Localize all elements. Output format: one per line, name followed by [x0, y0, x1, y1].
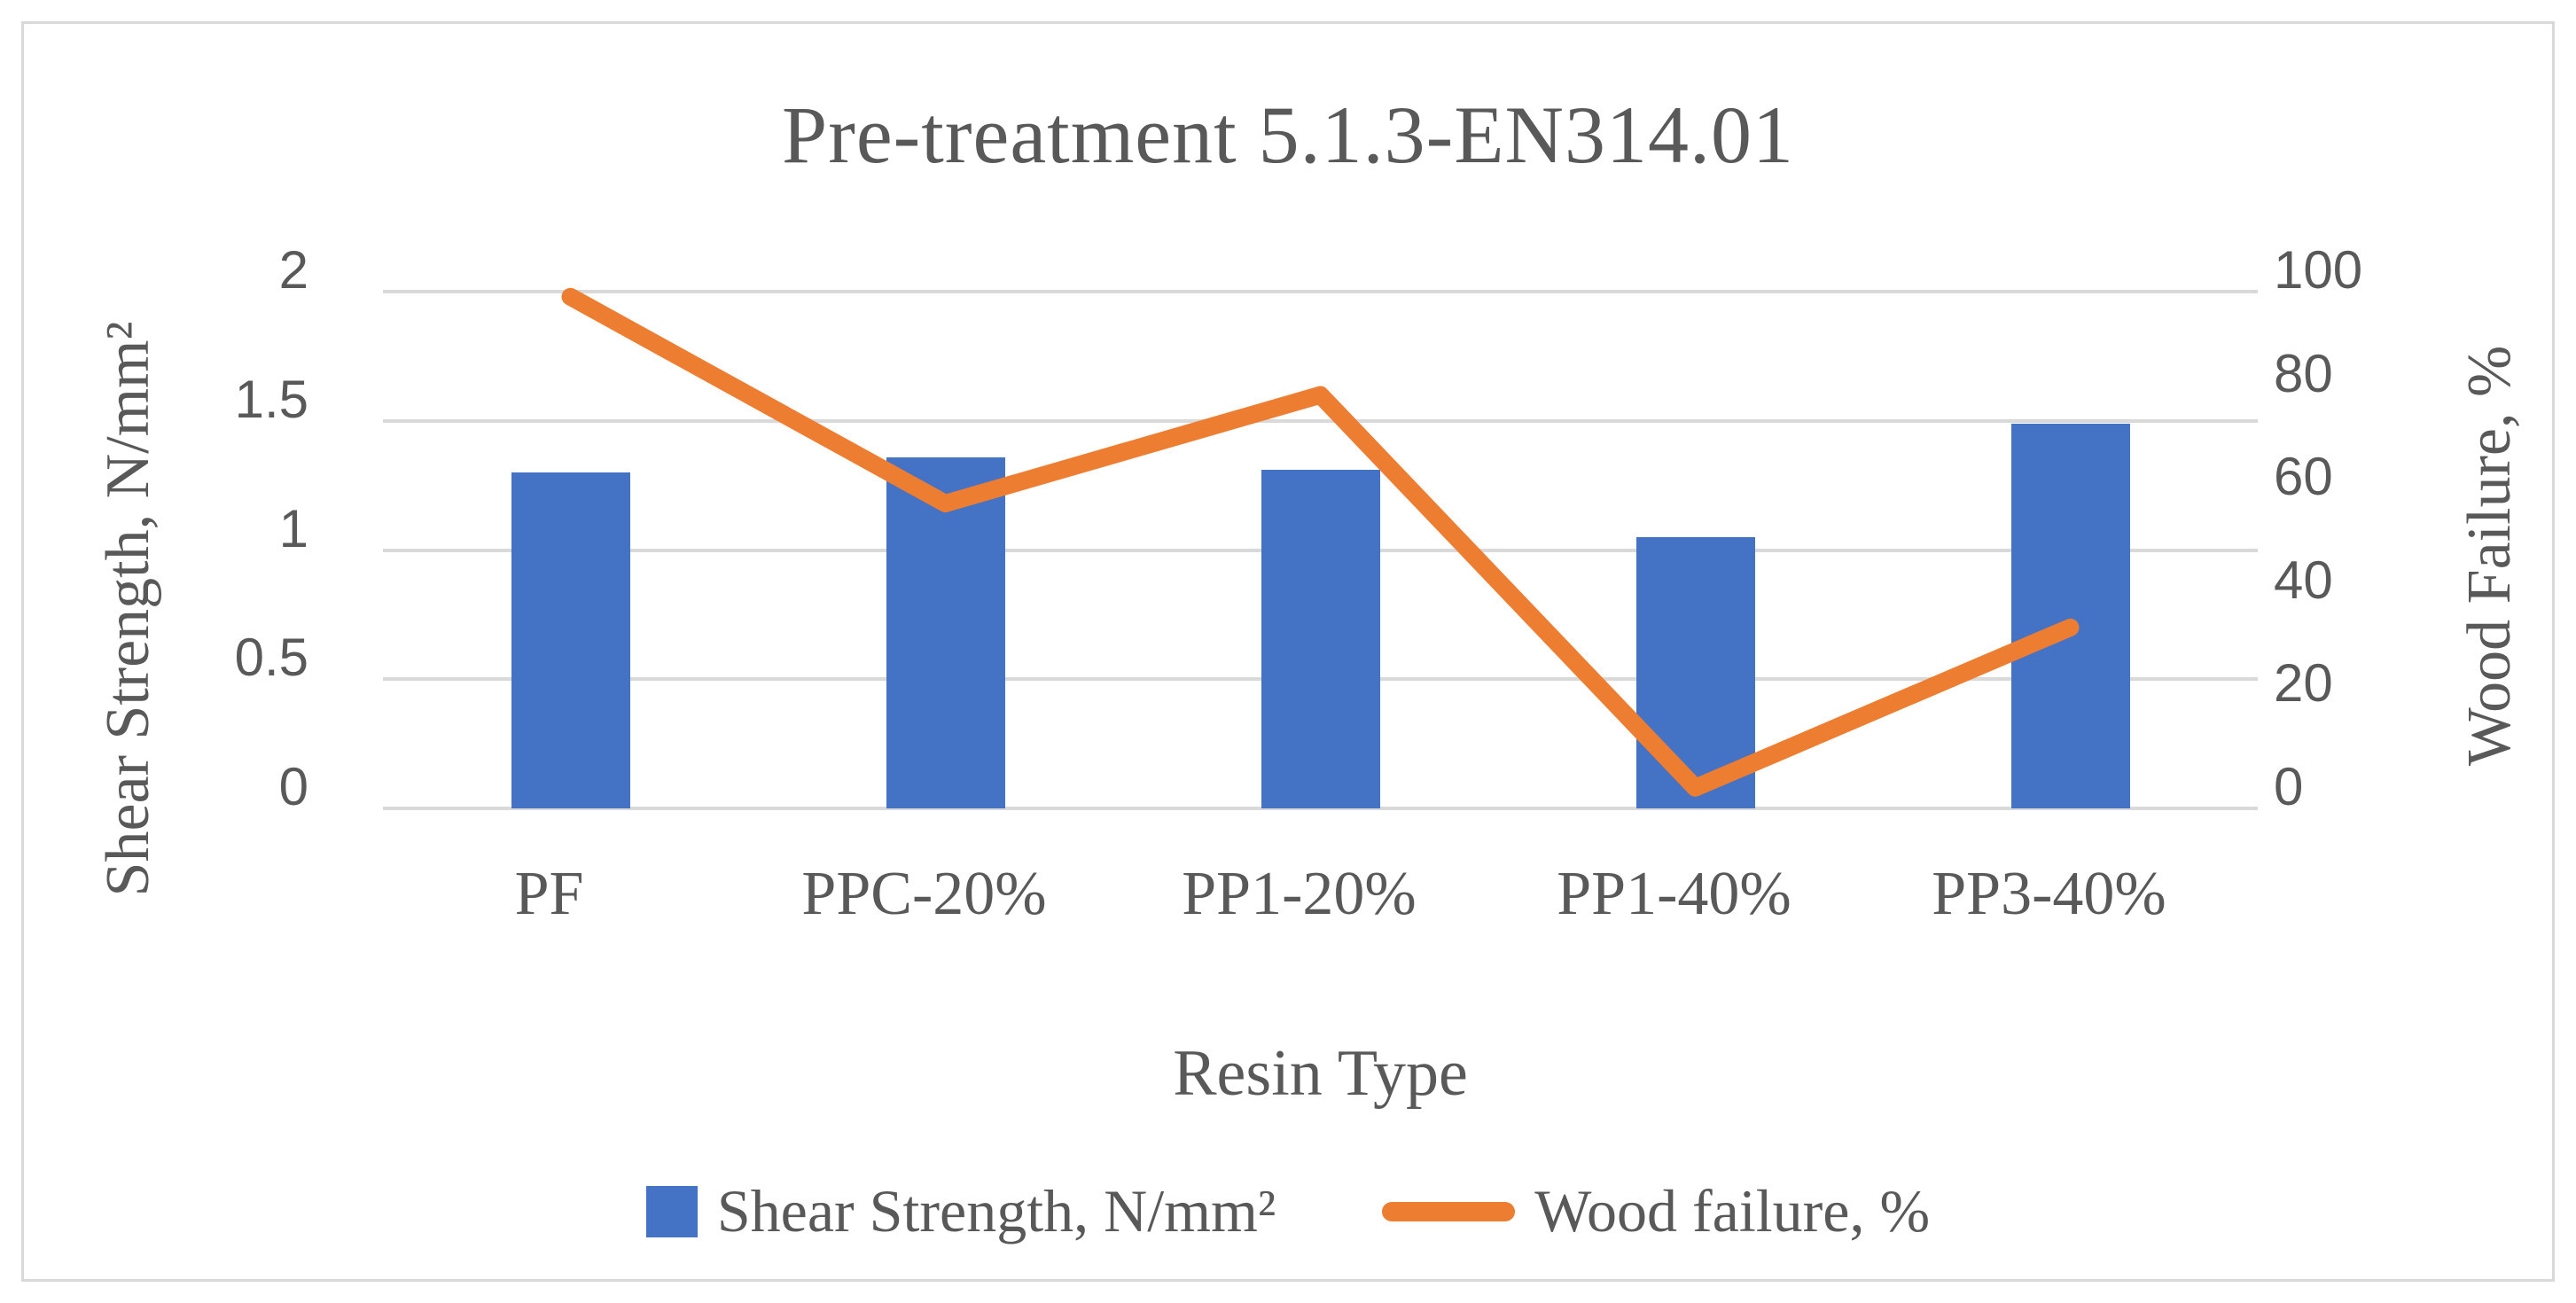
legend-item: Wood failure, %: [1382, 1176, 1930, 1246]
plot-area: [383, 287, 2258, 810]
legend-bar-swatch: [645, 1185, 698, 1237]
right-axis-title: Wood Failure, %: [2455, 345, 2524, 767]
legend-label: Shear Strength, N/mm²: [716, 1177, 1276, 1244]
category-label-PP1-40%: PP1-40%: [1557, 860, 1791, 928]
x-axis-title: Resin Type: [1173, 1037, 1468, 1110]
right-tick-label: 100: [2274, 240, 2363, 300]
bar-PPC-20%: [886, 456, 1005, 808]
right-tick-label: 0: [2274, 757, 2304, 816]
chart-title: Pre-treatment 5.1.3-EN314.01: [782, 90, 1794, 180]
wood-failure-line: [561, 287, 2080, 797]
left-tick-label: 2: [278, 240, 308, 300]
chart-figure: Pre-treatment 5.1.3-EN314.01 Shear Stren…: [21, 21, 2555, 1282]
category-label-PP3-40%: PP3-40%: [1932, 860, 2166, 928]
right-tick-label: 80: [2274, 343, 2333, 403]
left-tick-label: 1: [278, 498, 308, 558]
bar-PF: [511, 472, 630, 808]
legend-item: Shear Strength, N/mm²: [645, 1176, 1276, 1246]
right-tick-label: 60: [2274, 447, 2333, 507]
line-series: [561, 287, 2080, 797]
legend: Shear Strength, N/mm² Wood failure, %: [24, 1176, 2552, 1246]
legend-label: Wood failure, %: [1534, 1177, 1931, 1244]
right-tick-label: 40: [2274, 550, 2333, 610]
gridline: [383, 418, 2258, 423]
left-tick-label: 0: [278, 757, 308, 816]
category-label-PP1-20%: PP1-20%: [1182, 860, 1417, 928]
left-tick-label: 0.5: [234, 628, 308, 688]
left-tick-label: 1.5: [234, 369, 308, 429]
gridline: [383, 290, 2258, 293]
category-label-PF: PF: [514, 860, 584, 928]
right-tick-label: 20: [2274, 653, 2333, 714]
bar-PP1-20%: [1261, 470, 1380, 808]
bar-PP3-40%: [2010, 423, 2130, 808]
gridline: [383, 807, 2258, 810]
category-label-PPC-20%: PPC-20%: [801, 860, 1047, 928]
legend-line-swatch: [1382, 1201, 1516, 1221]
